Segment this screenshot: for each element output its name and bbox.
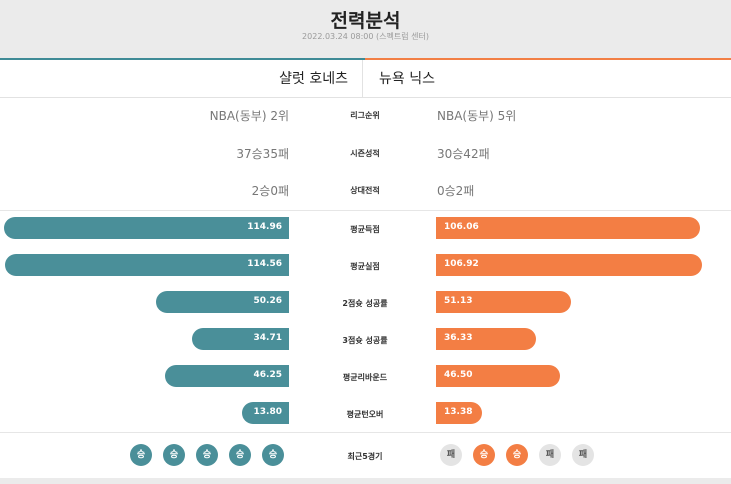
- away-recent-result: 승: [506, 444, 528, 466]
- away-team-name[interactable]: 뉴욕 닉스: [379, 71, 435, 87]
- away-recent-result: 패: [539, 444, 561, 466]
- home-stat-value: 114.56: [247, 259, 282, 269]
- head-to-head-label: 상대전적: [350, 186, 380, 195]
- away-stat-value: 36.33: [444, 333, 473, 343]
- away-stat-value: 46.50: [444, 370, 473, 380]
- away-stat-bar: 46.50: [436, 365, 560, 387]
- home-stat-value: 114.96: [247, 222, 282, 232]
- stat-label: 3점슛 성공률: [342, 336, 388, 345]
- away-stat-value: 51.13: [444, 296, 473, 306]
- season-record-label: 시즌성적: [350, 149, 380, 158]
- home-recent-result: 승: [130, 444, 152, 466]
- away-stat-bar: 36.33: [436, 328, 536, 350]
- home-season-record: 37승35패: [236, 147, 289, 161]
- stat-label: 평균리바운드: [342, 373, 388, 382]
- league-rank-label: 리그순위: [350, 111, 380, 120]
- team-divider: [362, 60, 363, 97]
- home-stat-value: 34.71: [253, 333, 282, 343]
- home-head-to-head: 2승0패: [251, 184, 289, 198]
- away-recent-result: 패: [440, 444, 462, 466]
- footer-band: [0, 478, 731, 484]
- page-title: 전력분석: [330, 10, 401, 32]
- section-divider: [0, 210, 731, 211]
- home-team-name[interactable]: 샬럿 호네츠: [279, 71, 348, 87]
- home-stat-bar: 50.26: [156, 291, 289, 313]
- home-stat-bar: 34.71: [192, 328, 289, 350]
- home-recent-result: 승: [163, 444, 185, 466]
- section-divider: [0, 432, 731, 433]
- stat-label: 평균득점: [350, 225, 380, 234]
- away-stat-bar: 106.92: [436, 254, 702, 276]
- away-stat-value: 13.38: [444, 407, 473, 417]
- away-stat-bar: 106.06: [436, 217, 700, 239]
- match-datetime-venue: 2022.03.24 08:00 (스펙트럼 센터): [302, 32, 429, 41]
- home-stat-bar: 46.25: [165, 365, 289, 387]
- away-stat-value: 106.06: [444, 222, 479, 232]
- home-stat-value: 46.25: [253, 370, 282, 380]
- home-stat-value: 50.26: [253, 296, 282, 306]
- stat-label: 평균실점: [350, 262, 380, 271]
- away-accent-line: [365, 58, 731, 60]
- away-recent-result: 승: [473, 444, 495, 466]
- away-stat-bar: 13.38: [436, 402, 482, 424]
- home-recent-result: 승: [229, 444, 251, 466]
- away-recent-result: 패: [572, 444, 594, 466]
- home-stat-bar: 114.56: [5, 254, 289, 276]
- stat-label: 평균턴오버: [346, 410, 384, 419]
- home-league-rank: NBA(동부) 2위: [209, 109, 289, 123]
- home-stat-bar: 13.80: [242, 402, 289, 424]
- header: 전력분석 2022.03.24 08:00 (스펙트럼 센터): [0, 0, 731, 58]
- recent-games-label: 최근5경기: [347, 452, 383, 461]
- home-accent-line: [0, 58, 365, 60]
- away-season-record: 30승42패: [437, 147, 490, 161]
- away-head-to-head: 0승2패: [437, 184, 475, 198]
- stat-label: 2점슛 성공률: [342, 299, 388, 308]
- team-names-row: 샬럿 호네츠 뉴욕 닉스: [0, 60, 731, 98]
- away-league-rank: NBA(동부) 5위: [437, 109, 517, 123]
- away-stat-bar: 51.13: [436, 291, 571, 313]
- home-stat-bar: 114.96: [4, 217, 289, 239]
- home-recent-result: 승: [262, 444, 284, 466]
- home-stat-value: 13.80: [253, 407, 282, 417]
- away-stat-value: 106.92: [444, 259, 479, 269]
- home-recent-result: 승: [196, 444, 218, 466]
